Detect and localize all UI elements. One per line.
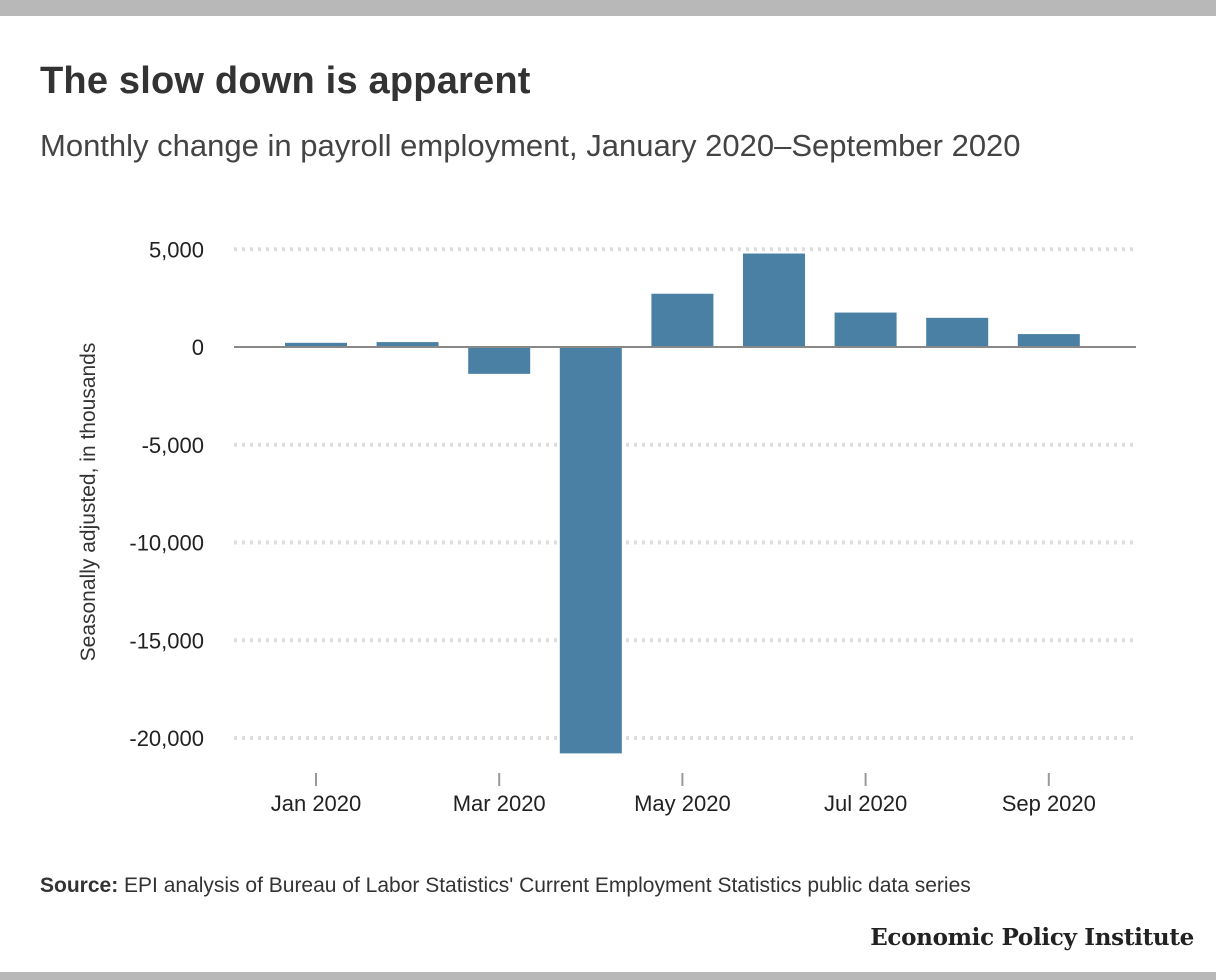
bar-sep-2020 — [1017, 334, 1080, 347]
y-tick-label: -5,000 — [142, 433, 204, 458]
y-tick-label: 0 — [192, 335, 204, 360]
x-tick-label: Jan 2020 — [271, 791, 362, 816]
y-axis-tick-labels: 5,000 0 -5,000 -10,000 -15,000 -20,000 — [129, 237, 204, 751]
x-tick-label: Jul 2020 — [824, 791, 907, 816]
grid-lines — [234, 247, 1136, 740]
x-tick-label: Mar 2020 — [453, 791, 546, 816]
bar-aug-2020 — [926, 317, 989, 347]
bar-jun-2020 — [743, 253, 805, 347]
epi-logo-wordmark: Economic Policy Institute — [870, 924, 1194, 951]
y-tick-label: -15,000 — [129, 628, 204, 653]
bar-feb-2020 — [376, 342, 439, 347]
source-note: Source: EPI analysis of Bureau of Labor … — [40, 874, 971, 898]
bar-jul-2020 — [834, 312, 897, 347]
y-axis-label: Seasonally adjusted, in thousands — [77, 343, 100, 662]
y-tick-label: 5,000 — [149, 237, 204, 262]
y-tick-label: -10,000 — [129, 531, 204, 556]
bars — [285, 253, 1080, 754]
source-text: EPI analysis of Bureau of Labor Statisti… — [118, 874, 971, 897]
chart-title: The slow down is apparent — [40, 60, 531, 102]
bar-may-2020 — [651, 293, 714, 347]
bar-jan-2020 — [285, 342, 347, 347]
x-axis: Jan 2020 Mar 2020 May 2020 Jul 2020 Sep 2020 — [271, 773, 1096, 816]
bar-mar-2020 — [468, 347, 531, 374]
y-tick-label: -20,000 — [129, 726, 204, 751]
x-tick-label: Sep 2020 — [1002, 791, 1096, 816]
bar-chart: 5,000 0 -5,000 -10,000 -15,000 -20,000 Jan 20… — [77, 237, 1136, 816]
top-border — [0, 0, 1216, 16]
bottom-border — [0, 972, 1216, 980]
source-label: Source: — [40, 874, 119, 897]
chart-subtitle: Monthly change in payroll employment, Ja… — [40, 128, 1021, 163]
bar-apr-2020 — [559, 347, 622, 754]
x-tick-label: May 2020 — [634, 791, 731, 816]
